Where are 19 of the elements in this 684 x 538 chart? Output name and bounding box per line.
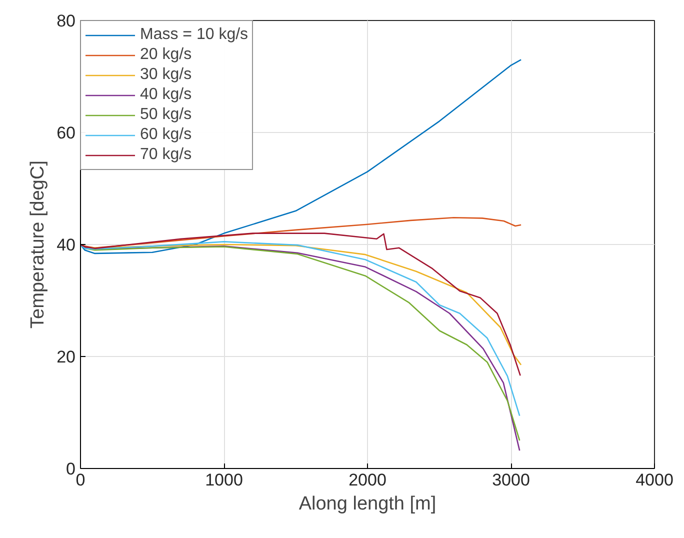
y-axis-title: Temperature [degC] xyxy=(28,160,49,328)
legend-label: 30 kg/s xyxy=(140,66,192,84)
y-tick-label: 60 xyxy=(56,124,76,142)
line-series xyxy=(80,232,521,376)
legend-label: 50 kg/s xyxy=(140,106,192,124)
y-tick-label: 80 xyxy=(56,12,76,30)
x-tick-label: 1000 xyxy=(205,470,243,490)
legend-label: 20 kg/s xyxy=(140,46,192,64)
x-axis-title: Along length [m] xyxy=(298,494,436,514)
y-tick-label: 40 xyxy=(56,236,76,254)
x-tick-label: 4000 xyxy=(636,470,674,490)
legend-label: Mass = 10 kg/s xyxy=(140,26,248,44)
y-tick-label: 20 xyxy=(56,348,76,366)
legend-label: 40 kg/s xyxy=(140,86,192,104)
legend-label: 70 kg/s xyxy=(140,146,192,164)
line-series xyxy=(80,216,522,249)
legend-label: 60 kg/s xyxy=(140,126,192,144)
x-tick-label: 2000 xyxy=(348,470,386,490)
x-tick-label: 3000 xyxy=(492,470,530,490)
